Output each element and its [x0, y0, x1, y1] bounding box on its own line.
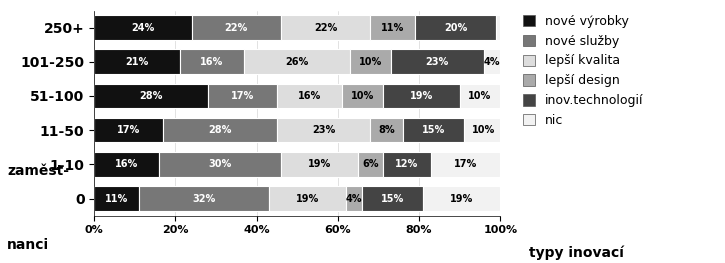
Text: 24%: 24% [131, 23, 154, 33]
Bar [350, 49, 391, 74]
Bar [496, 15, 500, 40]
Bar [415, 15, 496, 40]
Text: nanci: nanci [7, 237, 49, 252]
Text: 10%: 10% [351, 91, 374, 101]
Text: 28%: 28% [139, 91, 163, 101]
Text: zaměst-: zaměst- [7, 164, 70, 178]
Bar [281, 15, 370, 40]
Bar [391, 49, 484, 74]
Bar [269, 186, 346, 211]
Bar [484, 49, 500, 74]
Bar [358, 152, 383, 177]
Bar [163, 118, 277, 143]
Bar [277, 84, 342, 108]
Bar [346, 186, 362, 211]
Text: typy inovací: typy inovací [529, 246, 624, 260]
Bar [281, 152, 358, 177]
Text: 17%: 17% [454, 159, 477, 169]
Bar [94, 186, 139, 211]
Legend: nové výrobky, nové služby, lepší kvalita, lepší design, inov.technologií, nic: nové výrobky, nové služby, lepší kvalita… [523, 15, 644, 127]
Bar [277, 118, 370, 143]
Bar [94, 49, 180, 74]
Bar [464, 118, 505, 143]
Text: 20%: 20% [444, 23, 467, 33]
Bar [431, 152, 500, 177]
Bar [370, 15, 415, 40]
Text: 11%: 11% [105, 194, 128, 204]
Text: 23%: 23% [426, 57, 449, 67]
Bar [244, 49, 350, 74]
Text: 28%: 28% [208, 125, 232, 135]
Bar [383, 152, 431, 177]
Text: 15%: 15% [381, 194, 405, 204]
Text: 19%: 19% [450, 194, 473, 204]
Bar [94, 118, 163, 143]
Text: 19%: 19% [308, 159, 331, 169]
Bar [139, 186, 269, 211]
Text: 22%: 22% [314, 23, 337, 33]
Text: 16%: 16% [115, 159, 138, 169]
Text: 6%: 6% [362, 159, 378, 169]
Text: 16%: 16% [200, 57, 223, 67]
Bar [208, 84, 277, 108]
Text: 4%: 4% [484, 57, 500, 67]
Bar [460, 84, 500, 108]
Text: 30%: 30% [209, 159, 232, 169]
Bar [383, 84, 460, 108]
Text: 22%: 22% [225, 23, 248, 33]
Text: 10%: 10% [359, 57, 382, 67]
Text: 19%: 19% [410, 91, 433, 101]
Text: 8%: 8% [378, 125, 395, 135]
Bar [370, 118, 403, 143]
Text: 26%: 26% [286, 57, 309, 67]
Bar [94, 152, 160, 177]
Bar [403, 118, 464, 143]
Bar [160, 152, 281, 177]
Text: 10%: 10% [473, 125, 496, 135]
Text: 4%: 4% [346, 194, 362, 204]
Text: 16%: 16% [298, 91, 321, 101]
Bar [94, 15, 191, 40]
Text: 21%: 21% [125, 57, 149, 67]
Bar [362, 186, 423, 211]
Text: 11%: 11% [381, 23, 405, 33]
Text: 12%: 12% [395, 159, 418, 169]
Text: 32%: 32% [192, 194, 215, 204]
Text: 19%: 19% [296, 194, 319, 204]
Text: 17%: 17% [231, 91, 254, 101]
Bar [191, 15, 281, 40]
Text: 15%: 15% [422, 125, 445, 135]
Bar [423, 186, 500, 211]
Bar [180, 49, 244, 74]
Bar [94, 84, 208, 108]
Text: 10%: 10% [468, 91, 492, 101]
Bar [342, 84, 383, 108]
Text: 23%: 23% [312, 125, 335, 135]
Text: 17%: 17% [117, 125, 141, 135]
